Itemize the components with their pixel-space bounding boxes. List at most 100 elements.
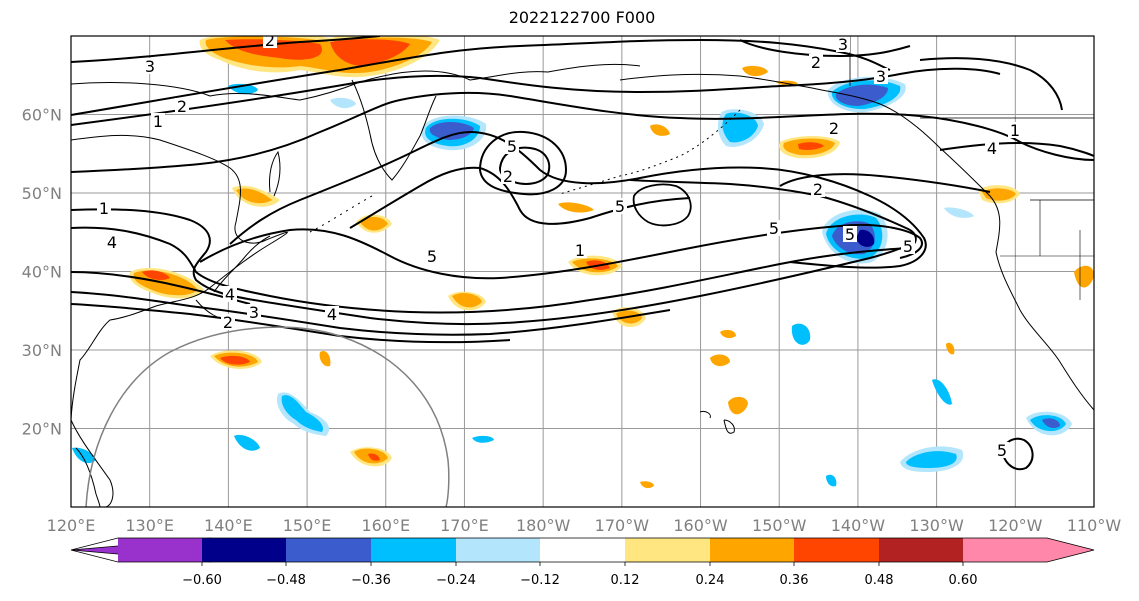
- contour-label-bg: [827, 120, 841, 136]
- colorbar-outline: [70, 537, 1095, 563]
- longitude-tick-label: 130°E: [125, 516, 174, 535]
- contour-label: 3: [145, 57, 155, 76]
- border-us-states: [1000, 200, 1094, 300]
- negative-anomaly-patch: [835, 84, 888, 106]
- contour-line: [632, 183, 692, 227]
- colorbar: −0.60 −0.48 −0.36 −0.24 −0.12 0.12 0.24 0.36 0.4…: [70, 537, 1095, 588]
- contour-line: [478, 130, 568, 196]
- contour-line: [349, 166, 691, 229]
- contour-line: [71, 38, 891, 116]
- colorbar-segment: [371, 538, 456, 562]
- negative-anomaly-patch: [856, 229, 875, 247]
- longitude-tick-label: 170°W: [595, 516, 650, 535]
- contour-label: 2: [829, 119, 839, 138]
- colorbar-tick-label: 0.24: [696, 573, 725, 588]
- contour-label-bg: [613, 198, 627, 214]
- contour-label: 1: [1010, 121, 1020, 140]
- positive-anomaly-patch: [220, 355, 250, 365]
- contour-label-bg: [985, 140, 999, 156]
- colorbar-extend-high: [1047, 538, 1094, 562]
- coastline-kamchatka: [351, 79, 437, 181]
- contour-label-bg: [263, 36, 277, 48]
- contour-label: 2: [811, 53, 821, 72]
- contour-label: 4: [987, 139, 997, 158]
- longitude-tick-label: 140°W: [831, 516, 886, 535]
- contour-label: 4: [107, 233, 117, 252]
- contour-label-bg: [809, 54, 823, 70]
- colorbar-segments: [70, 537, 1095, 563]
- coastline-kurils: [309, 195, 373, 233]
- positive-anomaly-patch: [1074, 265, 1094, 288]
- longitude-labels: 120°E 130°E 140°E 150°E 160°E 170°E 180°W 170°W…: [47, 516, 1122, 535]
- negative-anomaly-patch: [72, 447, 96, 464]
- contour-line: [1001, 437, 1034, 471]
- positive-anomaly-patch: [236, 188, 272, 204]
- colorbar-segment: [794, 538, 879, 562]
- contour-label: 2: [503, 167, 513, 186]
- contour-line: [919, 57, 1063, 111]
- contour-label: 3: [249, 303, 259, 322]
- positive-anomaly-patch: [452, 293, 482, 308]
- longitude-tick-label: 160°W: [673, 516, 728, 535]
- colorbar-segment: [540, 538, 625, 562]
- map-title: 2022122700 F000: [508, 8, 656, 27]
- positive-anomaly-patch: [798, 142, 824, 150]
- contour-label-bg: [836, 36, 850, 52]
- colorbar-segment: [118, 538, 202, 562]
- longitude-tick-label: 140°E: [204, 516, 253, 535]
- contour-label: 4: [327, 305, 337, 324]
- negative-anomaly-patch: [944, 207, 974, 218]
- positive-anomaly-patch: [710, 354, 730, 367]
- negative-anomaly-patch: [722, 112, 758, 143]
- colorbar-tick-label: −0.36: [351, 573, 391, 588]
- longitude-tick-label: 120°W: [988, 516, 1043, 535]
- negative-anomaly-patch: [330, 97, 356, 109]
- positive-anomaly-patch: [742, 65, 768, 77]
- contour-label-bg: [247, 304, 261, 320]
- contour-label: 5: [997, 441, 1007, 460]
- contour-label-bg: [221, 314, 235, 330]
- contour-label: 2: [177, 97, 187, 116]
- contour-line: [779, 173, 991, 193]
- colorbar-segment: [963, 538, 1047, 562]
- contour-label: 4: [225, 285, 235, 304]
- contour-label: 5: [769, 219, 779, 238]
- coastline-alaska: [619, 73, 1094, 411]
- contour-label-bg: [1008, 122, 1022, 138]
- negative-anomaly-patch: [472, 435, 494, 443]
- contour-label-bg: [843, 226, 857, 242]
- contour-label: 5: [427, 247, 437, 266]
- contour-line: [199, 223, 923, 280]
- colorbar-tick-label: −0.48: [266, 573, 306, 588]
- colorbar-segment: [710, 538, 794, 562]
- positive-anomaly-patch: [650, 124, 670, 136]
- contour-label-bg: [505, 138, 519, 154]
- colorbar-segment: [202, 538, 286, 562]
- longitude-tick-label: 170°E: [440, 516, 489, 535]
- contour-label: 1: [153, 112, 163, 131]
- longitude-tick-label: 120°E: [47, 516, 96, 535]
- contour-label: 2: [265, 31, 275, 50]
- contour-label: 5: [615, 197, 625, 216]
- positive-anomaly-patch: [360, 216, 388, 231]
- coastline-aleutians: [559, 109, 741, 195]
- negative-anomaly-patch: [281, 395, 324, 432]
- contour-line: [71, 92, 1094, 173]
- negative-anomaly-patch: [1042, 418, 1060, 428]
- longitude-tick-label: 130°W: [909, 516, 964, 535]
- latitude-tick-label: 20°N: [22, 420, 62, 439]
- contour-label-bg: [995, 442, 1009, 458]
- contour-label: 5: [845, 225, 855, 244]
- latitude-labels: 60°N 50°N 40°N 30°N 20°N: [22, 106, 62, 439]
- coastline-sakhalin: [269, 150, 281, 197]
- contour-label-bg: [175, 98, 189, 114]
- colorbar-segment: [456, 538, 540, 562]
- colorbar-tick-label: 0.36: [780, 573, 809, 588]
- contour-label-bg: [501, 168, 515, 184]
- positive-anomaly-patch: [368, 453, 380, 461]
- contour-label-bg: [325, 306, 339, 322]
- negative-anomaly-patch: [234, 434, 260, 451]
- contour-line: [229, 130, 927, 269]
